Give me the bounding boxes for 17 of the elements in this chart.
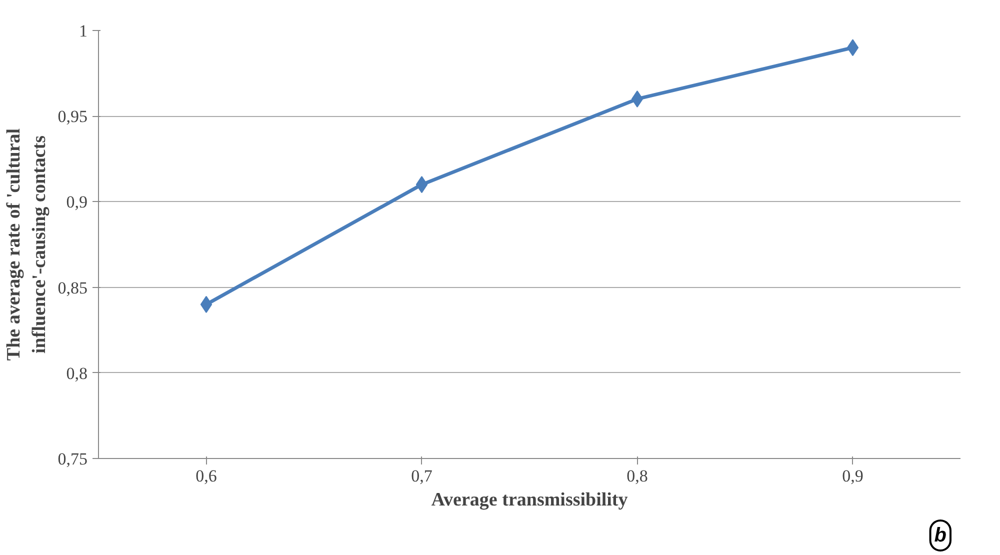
point <box>200 296 212 313</box>
y-tick-label: 0,85 <box>58 278 88 298</box>
y-tick-label: 0,95 <box>58 107 88 126</box>
y-tick-label: 0,9 <box>66 192 88 212</box>
x-tick-label: 0,8 <box>626 466 648 486</box>
point <box>416 176 428 194</box>
y-tick-label: 1 <box>79 22 88 40</box>
point <box>631 90 644 108</box>
point <box>846 39 859 56</box>
x-tick-label: 0,6 <box>196 466 217 486</box>
x-tick-label: 0,9 <box>842 466 864 486</box>
x-tick-label: 0,7 <box>411 466 433 486</box>
y-tick-label: 0,75 <box>58 450 88 468</box>
text: b <box>934 524 946 546</box>
y-tick-label: 0,8 <box>66 364 88 383</box>
y-axis-title: The average rate of 'cultural influence'-causing contacts <box>4 128 50 361</box>
x-axis-title: Average transmissibility <box>431 490 628 510</box>
